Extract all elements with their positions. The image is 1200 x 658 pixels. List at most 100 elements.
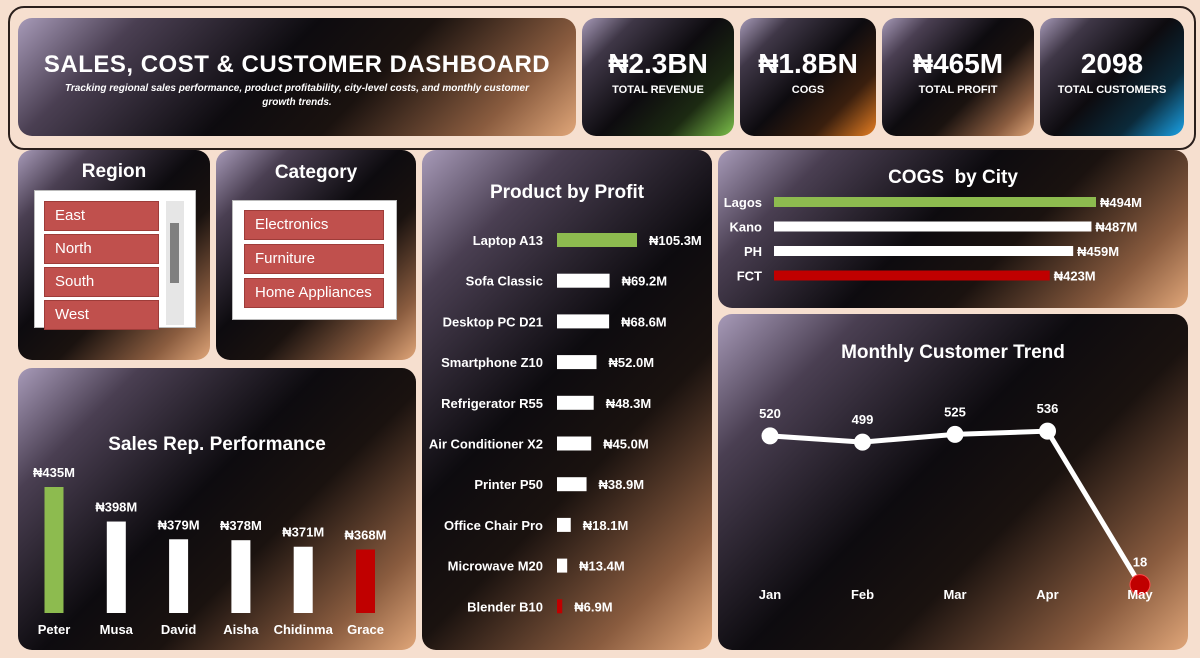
category-item-furniture[interactable]: Furniture	[244, 244, 384, 274]
city-label: Kano	[730, 220, 763, 235]
product-profit-panel: Product by Profit Laptop A13 ₦105.3M Sofa …	[422, 150, 712, 650]
product-label: Air Conditioner X2	[429, 437, 543, 452]
product-data-label: ₦48.3M	[606, 396, 652, 411]
rep-data-label: ₦398M	[95, 500, 137, 515]
category-slicer-title: Category	[274, 162, 358, 183]
trend-month-label: Mar	[943, 587, 966, 602]
trend-marker	[761, 427, 779, 445]
product-data-label: ₦68.6M	[621, 314, 667, 329]
product-label: Blender B10	[467, 599, 543, 614]
rep-name-label: Musa	[100, 622, 134, 637]
trend-data-label: 18	[1133, 555, 1147, 570]
product-label: Sofa Classic	[466, 274, 543, 289]
product-bar	[557, 599, 563, 614]
product-label: Refrigerator R55	[441, 396, 543, 411]
kpi-value: ₦2.3BN	[608, 48, 708, 79]
product-data-label: ₦69.2M	[622, 274, 668, 289]
trend-data-label: 499	[852, 412, 874, 427]
rep-data-label: ₦368M	[345, 528, 387, 543]
region-item-west[interactable]: West	[44, 300, 159, 330]
cogs-city-title: COGS by City	[888, 167, 1018, 188]
trend-month-label: Feb	[851, 587, 874, 602]
product-bar	[557, 558, 568, 573]
city-label: FCT	[737, 269, 762, 284]
kpi-value: ₦1.8BN	[758, 48, 858, 79]
city-data-label: ₦494M	[1100, 195, 1142, 210]
city-bar	[774, 197, 1096, 207]
category-slicer-panel: Category Electronics Furniture Home Appl…	[216, 150, 416, 360]
product-bar	[557, 517, 571, 532]
region-item-north[interactable]: North	[44, 234, 159, 264]
rep-data-label: ₦435M	[33, 465, 75, 480]
kpi-label: COGS	[791, 84, 825, 96]
trend-marker	[1039, 422, 1056, 440]
product-bar	[557, 273, 610, 288]
sales-rep-chart: ₦435M Peter ₦398M Musa ₦379M David ₦378M Aisha ₦…	[33, 465, 387, 637]
city-bar	[774, 246, 1074, 256]
product-label: Smartphone Z10	[441, 355, 543, 370]
rep-data-label: ₦379M	[158, 517, 200, 532]
rep-name-label: Peter	[38, 622, 71, 637]
region-slicer-panel: Region East North South West	[18, 150, 210, 360]
city-data-label: ₦459M	[1077, 244, 1119, 259]
trend-data-label: 525	[944, 404, 966, 419]
product-bar	[557, 314, 610, 329]
kpi-value: ₦465M	[912, 48, 1004, 79]
sales-rep-panel: Sales Rep. Performance ₦435M Peter ₦398M Mu…	[18, 368, 416, 650]
kpi-label: TOTAL REVENUE	[612, 84, 704, 96]
product-label: Printer P50	[474, 477, 543, 492]
trend-line	[769, 428, 1143, 586]
header-frame	[8, 6, 1196, 150]
header-panel: SALES, COST & CUSTOMER DASHBOARD Trackin…	[18, 18, 576, 136]
product-profit-chart: Laptop A13 ₦105.3M Sofa Classic ₦69.2M Deskt…	[429, 233, 702, 614]
rep-bar	[293, 546, 313, 613]
region-item-south[interactable]: South	[44, 267, 159, 297]
customer-trend-title: Monthly Customer Trend	[841, 342, 1065, 363]
rep-bar	[106, 521, 126, 613]
rep-name-label: Grace	[347, 622, 384, 637]
kpi-card-revenue: ₦2.3BN TOTAL REVENUE	[582, 18, 734, 136]
city-label: PH	[744, 244, 762, 259]
kpi-card-customers: 2098 TOTAL CUSTOMERS	[1040, 18, 1184, 136]
trend-data-label: 536	[1037, 401, 1059, 416]
rep-bar	[231, 540, 251, 613]
region-item-east[interactable]: East	[44, 201, 159, 231]
product-label: Desktop PC D21	[443, 314, 543, 329]
cogs-city-chart: Lagos ₦494M Kano ₦487M PH ₦459M FCT ₦423M	[724, 195, 1142, 284]
rep-bar	[44, 487, 64, 613]
rep-name-label: David	[161, 622, 196, 637]
trend-marker	[854, 433, 871, 451]
rep-bar	[169, 539, 189, 613]
trend-month-label: Apr	[1036, 587, 1058, 602]
trend-data-label: 520	[759, 406, 781, 421]
rep-name-label: Chidinma	[274, 622, 334, 637]
page-title: SALES, COST & CUSTOMER DASHBOARD	[43, 51, 551, 78]
cogs-city-panel: COGS by City Lagos ₦494M Kano ₦487M PH ₦459M F…	[718, 150, 1188, 308]
kpi-card-profit: ₦465M TOTAL PROFIT	[882, 18, 1034, 136]
product-profit-title: Product by Profit	[489, 182, 645, 203]
city-bar	[774, 221, 1092, 232]
kpi-label: TOTAL PROFIT	[918, 84, 998, 96]
kpi-label: TOTAL CUSTOMERS	[1057, 84, 1167, 96]
category-item-home-appliances[interactable]: Home Appliances	[244, 278, 384, 308]
rep-data-label: ₦378M	[220, 518, 262, 533]
region-scrollbar[interactable]	[166, 201, 184, 325]
product-label: Laptop A13	[473, 233, 543, 248]
product-data-label: ₦38.9M	[599, 477, 645, 492]
product-data-label: ₦45.0M	[603, 437, 649, 452]
product-data-label: ₦18.1M	[583, 518, 629, 533]
trend-marker	[1129, 574, 1151, 596]
product-bar	[557, 233, 637, 247]
category-item-electronics[interactable]: Electronics	[244, 210, 384, 240]
city-data-label: ₦487M	[1095, 220, 1137, 235]
city-data-label: ₦423M	[1054, 269, 1096, 284]
region-scroll-thumb[interactable]	[170, 223, 179, 283]
customer-trend-chart: 520 Jan 499 Feb 525 Mar 536 Apr 18 May	[759, 401, 1154, 602]
kpi-card-cogs: ₦1.8BN COGS	[740, 18, 876, 136]
city-bar	[774, 270, 1050, 281]
product-bar	[557, 355, 597, 370]
city-label: Lagos	[724, 195, 762, 210]
product-bar	[557, 395, 594, 410]
page-subtitle: Tracking regional sales performance, pro…	[64, 83, 529, 108]
product-bar	[557, 477, 587, 492]
